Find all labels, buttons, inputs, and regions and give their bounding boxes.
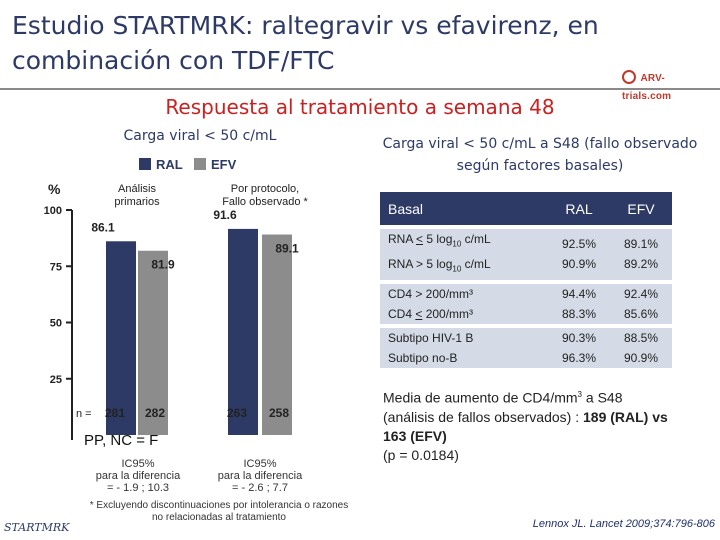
table-header-row: Basal RAL EFV xyxy=(380,192,672,227)
bar-efv-1 xyxy=(138,250,168,435)
ci-protocol-sub: para la diferencia xyxy=(217,470,303,482)
n-labels: 281 282 263 258 xyxy=(105,406,289,420)
study-brand: STARTMRK xyxy=(4,521,70,534)
table-row: RNA < 5 log10 c/mL RNA > 5 log10 c/mL 92… xyxy=(380,225,672,282)
legend-label-efv: EFV xyxy=(211,157,237,172)
row-ral-subtype: 90.3% 96.3% xyxy=(548,323,610,368)
legend-label-ral: RAL xyxy=(156,157,183,172)
reference: Lennox JL. Lancet 2009;374:796-806 xyxy=(532,518,715,530)
y-tick-label-50: 50 xyxy=(50,318,62,330)
logo-text: ARV-trials.com xyxy=(622,73,672,102)
row-efv-rna: 89.1% 89.2% xyxy=(610,225,672,282)
ci-protocol-range: = - 2.6 ; 7.7 xyxy=(232,482,288,494)
table-header-efv: EFV xyxy=(610,192,672,227)
title-divider xyxy=(0,88,720,90)
y-tick-label-75: 75 xyxy=(50,261,62,273)
table-row: CD4 > 200/mm³ CD4 < 200/mm³ 94.4% 88.3% 9… xyxy=(380,279,672,326)
value-label-ral-2: 91.6 xyxy=(213,208,237,222)
value-label-efv-1: 81.9 xyxy=(151,258,175,272)
category-label-1a: Análisis xyxy=(118,183,156,195)
ci-protocol-label: IC95% xyxy=(243,458,277,470)
y-axis-label: % xyxy=(48,181,61,197)
n-label-efv-2: 258 xyxy=(269,406,289,420)
y-tick-label-25: 25 xyxy=(50,374,62,386)
row-ral-cd4: 94.4% 88.3% xyxy=(548,279,610,326)
legend-swatch-efv xyxy=(194,158,206,170)
table-header-ral: RAL xyxy=(548,192,610,227)
slide-subtitle: Respuesta al tratamiento a semana 48 xyxy=(165,95,555,119)
n-label-efv-1: 282 xyxy=(145,406,165,420)
value-label-ral-1: 86.1 xyxy=(91,220,115,234)
category-label-2b: Fallo observado * xyxy=(222,196,308,208)
row-efv-subtype: 88.5% 90.9% xyxy=(610,323,672,368)
row-efv-cd4: 92.4% 85.6% xyxy=(610,279,672,326)
chart-footnote: * Excluyendo discontinuaciones por intol… xyxy=(89,500,349,523)
category-label-1b: primarios xyxy=(114,196,160,208)
row-label-subtype: Subtipo HIV-1 B Subtipo no-B xyxy=(380,323,548,368)
baseline-table: Basal RAL EFV RNA < 5 log10 c/mL RNA > 5… xyxy=(380,192,672,368)
value-label-efv-2: 89.1 xyxy=(275,242,299,256)
legend-swatch-ral xyxy=(139,158,151,170)
table-row: Subtipo HIV-1 B Subtipo no-B 90.3% 96.3% … xyxy=(380,323,672,368)
cd4-note: Media de aumento de CD4/mm3 a S48 (análi… xyxy=(383,389,668,463)
n-label-ral-1: 281 xyxy=(105,406,125,420)
analysis-label: PP, NC = F xyxy=(84,432,159,449)
y-tick-label-100: 100 xyxy=(44,205,62,217)
ci-primary-range: = - 1.9 ; 10.3 xyxy=(106,482,170,494)
category-label-2a: Por protocolo, xyxy=(231,183,299,195)
table-header-basal: Basal xyxy=(380,192,548,227)
row-label-rna: RNA < 5 log10 c/mL RNA > 5 log10 c/mL xyxy=(380,225,548,282)
ci-primary: IC95% para la diferencia = - 1.9 ; 10.3 xyxy=(78,458,198,494)
bar-efv-2 xyxy=(262,234,292,435)
n-label-ral-2: 263 xyxy=(227,406,247,420)
ci-primary-sub: para la diferencia xyxy=(95,470,181,482)
row-ral-rna: 92.5% 90.9% xyxy=(548,225,610,282)
logo-icon xyxy=(622,69,636,84)
chart-title: Carga viral < 50 c/mL xyxy=(123,128,277,144)
table-title: Carga viral < 50 c/mL a S48 (fallo obser… xyxy=(382,136,698,174)
n-prefix: n = xyxy=(76,408,92,420)
bar-ral-1 xyxy=(106,241,136,435)
slide-title: Estudio STARTMRK: raltegravir vs efavire… xyxy=(12,11,599,75)
ci-primary-label: IC95% xyxy=(121,458,155,470)
arv-trials-logo: ARV-trials.com xyxy=(622,68,714,102)
bar-ral-2 xyxy=(228,228,258,435)
bar-chart: RAL EFV % 100 75 50 25 Análisis primarios P… xyxy=(44,157,309,440)
ci-protocol: IC95% para la diferencia = - 2.6 ; 7.7 xyxy=(200,458,320,494)
bars: 86.1 81.9 91.6 89.1 xyxy=(91,208,299,435)
y-ticks: 100 75 50 25 xyxy=(44,205,72,386)
row-label-cd4: CD4 > 200/mm³ CD4 < 200/mm³ xyxy=(380,279,548,326)
